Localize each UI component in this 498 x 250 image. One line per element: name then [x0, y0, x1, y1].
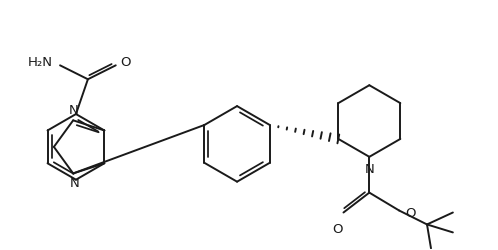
Text: O: O: [121, 56, 131, 68]
Text: O: O: [332, 222, 343, 235]
Text: H₂N: H₂N: [28, 56, 53, 68]
Text: O: O: [405, 206, 416, 219]
Text: N: N: [69, 177, 79, 190]
Text: N: N: [68, 104, 78, 117]
Text: N: N: [365, 162, 374, 175]
